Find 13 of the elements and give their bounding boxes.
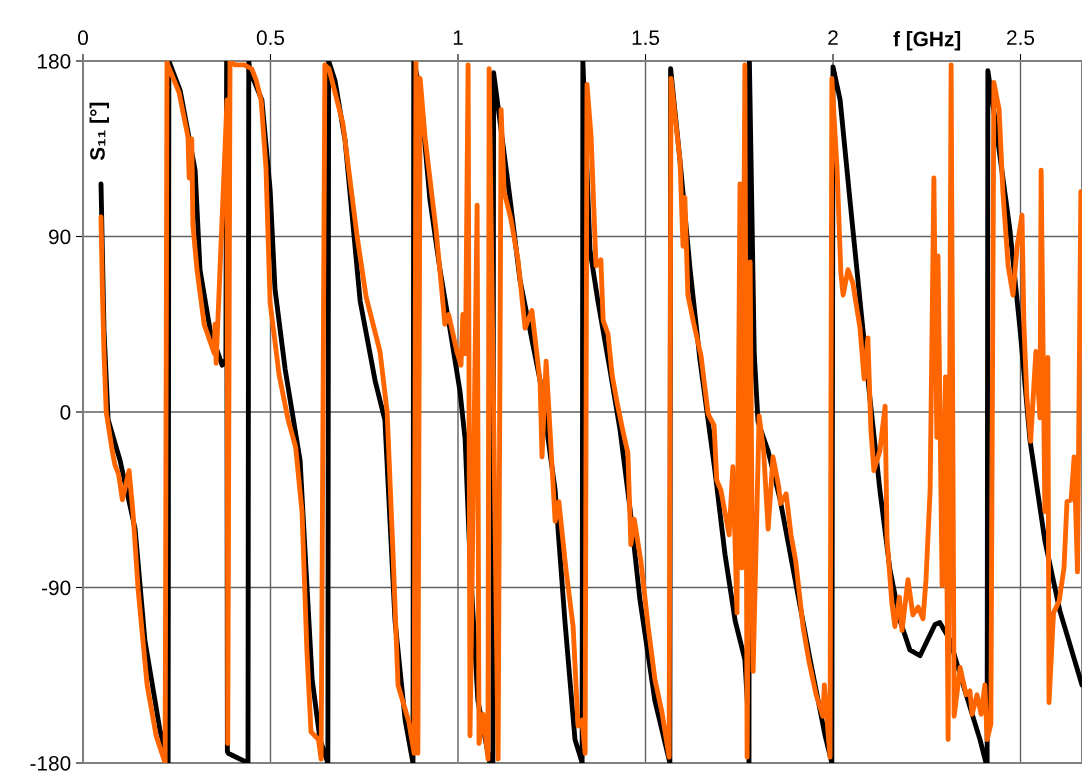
x-axis-title: f [GHz] (893, 31, 961, 51)
x-tick-label: 2 (828, 30, 838, 45)
y-tick-label: 180 (38, 54, 71, 69)
x-tick-label: 0 (78, 30, 88, 46)
x-tick-label: 2.5 (1007, 30, 1035, 46)
x-tick-label: 1.5 (632, 30, 660, 46)
y-tick-label: 0 (60, 405, 71, 420)
y-tick-label: -90 (42, 580, 71, 596)
x-tick-label: 1 (453, 30, 463, 45)
x-tick-label: 0.5 (256, 30, 285, 46)
y-tick-label: 90 (49, 229, 71, 245)
y-axis-title: S₁₁ [°] (89, 102, 109, 161)
y-tick-label: -180 (30, 756, 71, 771)
